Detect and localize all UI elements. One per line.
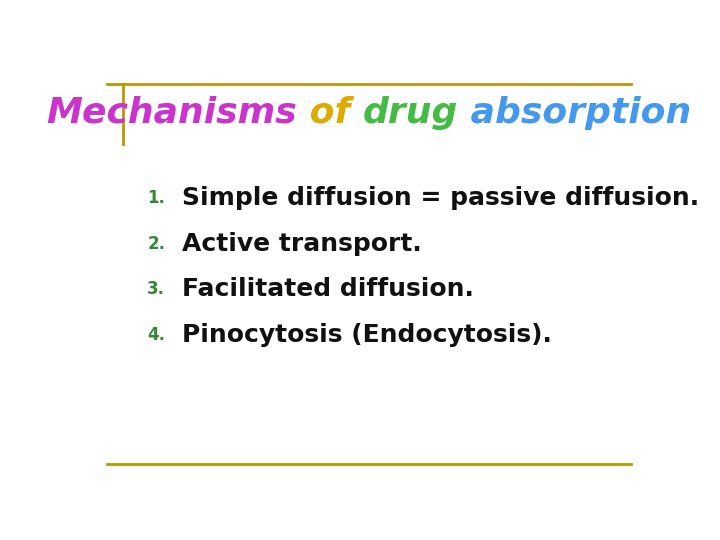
- Text: Active transport.: Active transport.: [182, 232, 422, 255]
- Text: Mechanisms: Mechanisms: [46, 96, 297, 130]
- Text: Facilitated diffusion.: Facilitated diffusion.: [182, 278, 474, 301]
- Text: 2.: 2.: [148, 234, 166, 253]
- Text: drug: drug: [363, 96, 459, 130]
- Text: Simple diffusion = passive diffusion.: Simple diffusion = passive diffusion.: [182, 186, 699, 210]
- Text: 4.: 4.: [148, 326, 166, 344]
- Text: Pinocytosis (Endocytosis).: Pinocytosis (Endocytosis).: [182, 323, 552, 347]
- Text: absorption: absorption: [459, 96, 692, 130]
- Text: 3.: 3.: [148, 280, 166, 298]
- Text: of: of: [297, 96, 363, 130]
- Text: 1.: 1.: [148, 189, 166, 207]
